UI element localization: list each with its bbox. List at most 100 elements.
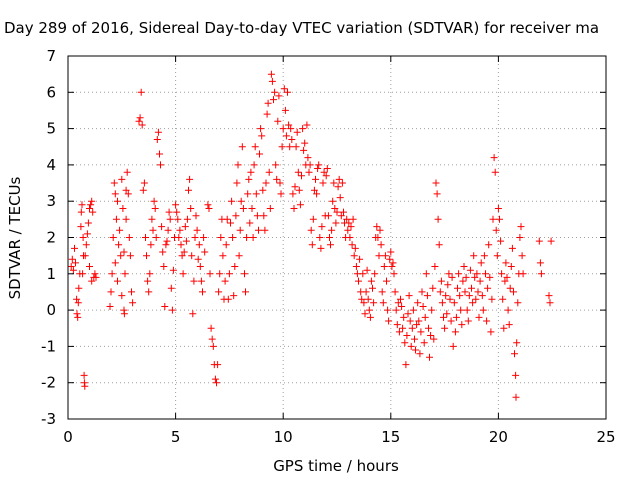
data-point <box>408 324 416 332</box>
data-point <box>233 179 241 187</box>
data-point <box>446 295 454 303</box>
data-point <box>322 172 330 180</box>
grid-layer <box>68 56 606 419</box>
data-point <box>179 270 187 278</box>
data-point <box>488 295 496 303</box>
data-point <box>546 299 554 307</box>
data-point <box>393 321 401 329</box>
y-tick-label: 4 <box>46 156 56 174</box>
data-point <box>466 266 474 274</box>
data-point <box>428 306 436 314</box>
data-point <box>208 335 216 343</box>
data-point <box>444 281 452 289</box>
data-point <box>430 335 438 343</box>
data-point <box>411 335 418 343</box>
data-point <box>225 270 233 278</box>
data-point <box>248 205 256 212</box>
data-point <box>388 263 396 270</box>
data-point <box>177 241 185 249</box>
data-point <box>138 121 146 129</box>
data-point <box>421 313 429 321</box>
data-point <box>107 288 115 296</box>
data-point <box>406 317 414 325</box>
data-point <box>438 299 446 307</box>
data-point <box>229 234 237 241</box>
data-point <box>282 132 290 140</box>
data-point <box>206 270 214 278</box>
data-point <box>376 226 384 234</box>
data-point <box>434 215 442 223</box>
data-point <box>122 215 130 223</box>
data-point <box>214 361 222 369</box>
data-point <box>348 241 356 249</box>
data-point <box>316 234 324 241</box>
data-point <box>365 306 373 314</box>
data-point <box>83 230 91 238</box>
data-point <box>310 186 318 194</box>
data-point <box>409 306 417 314</box>
data-point <box>91 270 99 278</box>
data-point <box>126 252 134 260</box>
data-point <box>106 303 114 310</box>
data-point <box>426 353 433 361</box>
data-point <box>381 252 389 260</box>
y-tick-label: 1 <box>46 265 56 283</box>
data-point <box>514 299 522 307</box>
data-point <box>194 255 202 263</box>
data-point <box>502 259 510 267</box>
data-point <box>484 284 492 292</box>
data-point <box>110 179 118 187</box>
data-point <box>237 197 245 205</box>
data-point <box>513 339 521 347</box>
data-point <box>257 125 265 133</box>
data-point <box>537 270 545 278</box>
data-point <box>242 288 249 296</box>
data-point <box>243 234 251 241</box>
y-tick-label: -3 <box>41 410 56 428</box>
data-point <box>405 292 413 300</box>
data-point <box>285 121 293 129</box>
data-point <box>291 183 299 191</box>
data-point <box>217 234 225 241</box>
data-point <box>392 306 400 314</box>
data-point <box>307 226 315 234</box>
data-point <box>352 263 360 270</box>
data-point <box>205 205 213 212</box>
data-point <box>271 88 279 96</box>
data-point <box>209 342 217 350</box>
data-point <box>163 237 171 245</box>
data-point <box>363 266 371 274</box>
data-point <box>328 226 336 234</box>
x-tick-label: 5 <box>171 428 181 446</box>
y-tick-label: -1 <box>41 337 56 355</box>
data-point <box>414 299 422 307</box>
data-point <box>390 270 398 278</box>
data-point <box>239 205 247 212</box>
data-point <box>473 270 481 278</box>
data-point <box>483 317 491 325</box>
data-point <box>82 241 90 249</box>
y-tick-label: 7 <box>46 47 56 65</box>
data-point <box>413 321 421 329</box>
data-point <box>280 85 288 93</box>
data-point <box>535 237 543 245</box>
data-point <box>245 175 253 183</box>
data-point <box>231 263 239 270</box>
data-point <box>306 161 314 169</box>
data-point <box>249 234 257 241</box>
data-point <box>246 219 254 227</box>
data-point <box>299 125 307 133</box>
data-point <box>150 197 158 205</box>
data-point <box>223 215 231 223</box>
data-point <box>333 208 341 216</box>
data-point <box>378 288 386 296</box>
data-point <box>77 208 85 216</box>
data-point <box>437 277 445 285</box>
data-point <box>369 284 376 292</box>
data-point <box>183 215 191 223</box>
data-point <box>366 313 374 321</box>
data-point <box>480 252 488 260</box>
data-point <box>142 234 149 241</box>
data-point <box>232 212 240 220</box>
data-point <box>435 241 443 249</box>
